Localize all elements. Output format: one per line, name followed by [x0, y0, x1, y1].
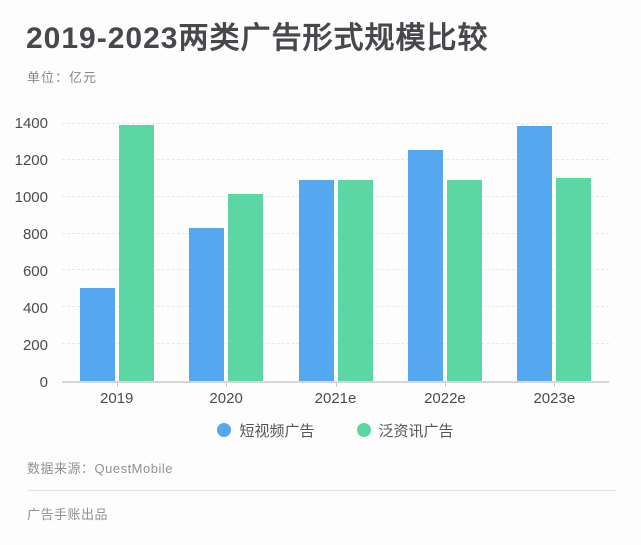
bar-chart: 0 200 400 600 800 1000 1200 1400 2019 2020 2021e 2…: [0, 115, 641, 441]
divider: [27, 489, 616, 491]
x-axis-label-2019: 2019: [62, 382, 171, 407]
data-source-label: 数据来源：QuestMobile: [27, 460, 173, 476]
bar-group-2019: [62, 124, 171, 381]
bar-泛资讯广告-2019: [118, 125, 154, 381]
legend-label: 短视频广告: [239, 422, 315, 440]
plot-area: [62, 122, 609, 383]
gridline-1200: [62, 159, 609, 161]
y-axis-tick-label: 1200: [14, 151, 48, 169]
x-axis-label-2021e: 2021e: [281, 382, 390, 407]
legend: 短视频广告 泛资讯广告: [62, 420, 609, 441]
x-axis-label-2023e: 2023e: [500, 382, 609, 407]
y-axis-tick-label: 1400: [14, 114, 48, 132]
gridline-800: [62, 232, 609, 234]
x-axis-tick: [116, 382, 118, 387]
gridline-1400: [62, 122, 609, 124]
bar-短视频广告-2019: [79, 287, 115, 381]
y-axis-tick-label: 600: [22, 262, 48, 280]
y-axis-tick-label: 400: [22, 299, 48, 317]
x-axis-label-2022e: 2022e: [390, 382, 499, 407]
legend-swatch-icon: [217, 423, 232, 437]
bar-短视频广告-2023e: [517, 126, 553, 381]
x-axis-labels: 2019 2020 2021e 2022e 2023e: [62, 382, 609, 407]
bar-短视频广告-2022e: [407, 150, 443, 381]
y-axis: 0 200 400 600 800 1000 1200 1400: [0, 115, 54, 391]
credit-label: 广告手账出品: [27, 506, 109, 522]
bar-泛资讯广告-2020: [228, 194, 264, 381]
y-axis-tick-label: 200: [22, 336, 48, 354]
bar-group-2022e: [390, 124, 499, 381]
bar-泛资讯广告-2021e: [337, 179, 373, 381]
legend-item-泛资讯广告: 泛资讯广告: [356, 420, 454, 441]
chart-card: 2019-2023两类广告形式规模比较 单位：亿元 0 200 400 600 800 1…: [0, 22, 641, 545]
y-axis-tick-label: 0: [39, 373, 48, 391]
x-axis-label-2020: 2020: [171, 382, 280, 407]
unit-label: 单位：亿元: [27, 69, 98, 85]
gridline-400: [62, 306, 609, 308]
bar-泛资讯广告-2022e: [446, 179, 482, 381]
bar-短视频广告-2020: [189, 228, 225, 381]
bar-group-2020: [171, 124, 280, 381]
bar-group-2021e: [281, 124, 390, 381]
y-axis-tick-label: 800: [22, 225, 48, 243]
gridline-1000: [62, 195, 609, 197]
gridline-200: [62, 342, 609, 344]
bar-泛资讯广告-2023e: [556, 177, 592, 381]
legend-item-短视频广告: 短视频广告: [217, 420, 315, 441]
x-axis-tick: [335, 382, 337, 387]
x-axis-tick: [554, 382, 556, 387]
page-title: 2019-2023两类广告形式规模比较: [26, 22, 489, 55]
x-axis-tick: [226, 382, 228, 387]
y-axis-tick-label: 1000: [14, 188, 48, 206]
legend-swatch-icon: [356, 423, 371, 437]
legend-label: 泛资讯广告: [378, 422, 454, 440]
bar-短视频广告-2021e: [298, 179, 334, 381]
x-axis-tick: [444, 382, 446, 387]
bar-group-2023e: [500, 124, 609, 381]
gridline-600: [62, 269, 609, 271]
